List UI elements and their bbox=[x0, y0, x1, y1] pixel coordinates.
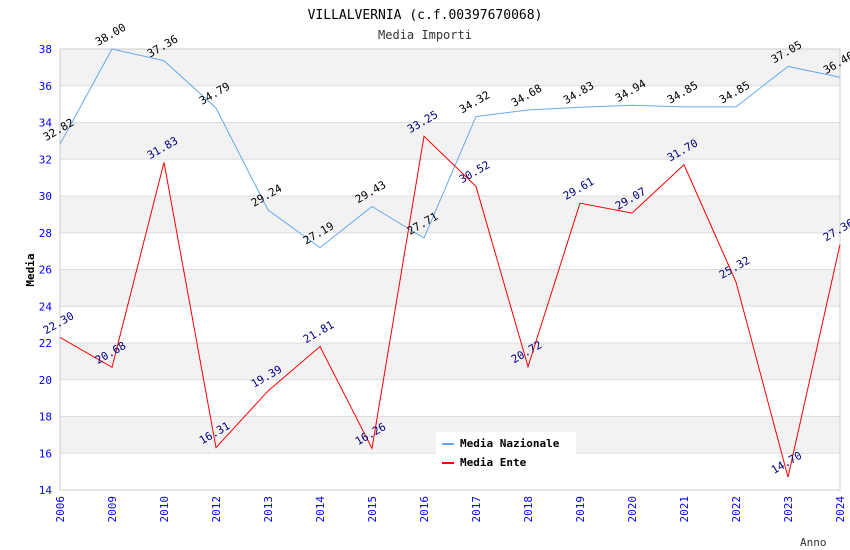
chart-subtitle: Media Importi bbox=[378, 28, 472, 42]
x-tick-label: 2021 bbox=[678, 496, 691, 523]
x-tick-label: 2019 bbox=[574, 496, 587, 523]
x-tick-label: 2023 bbox=[782, 496, 795, 523]
series-line-1 bbox=[59, 135, 841, 478]
grid-band bbox=[60, 196, 840, 233]
legend-label-nazionale: Media Nazionale bbox=[460, 437, 560, 450]
x-tick-label: 2022 bbox=[730, 496, 743, 523]
y-tick-label: 14 bbox=[39, 484, 53, 497]
x-tick-label: 2014 bbox=[314, 496, 327, 523]
x-axis-label: Anno bbox=[800, 536, 827, 549]
y-tick-label: 24 bbox=[39, 300, 53, 313]
grid-band bbox=[60, 122, 840, 160]
x-tick-label: 2006 bbox=[54, 496, 67, 523]
x-tick-label: 2013 bbox=[262, 496, 275, 523]
data-label: 38.00 bbox=[93, 21, 128, 49]
y-tick-label: 16 bbox=[39, 447, 52, 460]
data-label: 22.30 bbox=[41, 309, 76, 337]
data-label: 21.81 bbox=[301, 318, 336, 346]
y-tick-label: 36 bbox=[39, 80, 52, 93]
y-tick-label: 38 bbox=[39, 43, 52, 56]
x-tick-label: 2017 bbox=[470, 496, 483, 523]
x-tick-label: 2018 bbox=[522, 496, 535, 523]
y-axis-label: Media bbox=[24, 253, 37, 286]
y-tick-label: 30 bbox=[39, 190, 52, 203]
plot-border bbox=[59, 48, 841, 491]
y-tick-label: 20 bbox=[39, 374, 52, 387]
chart-title: VILLALVERNIA (c.f.00397670068) bbox=[308, 8, 543, 23]
series-line-0 bbox=[59, 48, 841, 249]
data-label: 34.32 bbox=[457, 88, 492, 116]
legend-label-ente: Media Ente bbox=[460, 456, 527, 469]
x-tick-label: 2015 bbox=[366, 496, 379, 523]
y-tick-label: 26 bbox=[39, 264, 52, 277]
y-tick-label: 18 bbox=[39, 411, 52, 424]
grid-band bbox=[60, 343, 840, 380]
legend: Media Nazionale Media Ente bbox=[436, 432, 576, 472]
y-tick-label: 28 bbox=[39, 227, 52, 240]
x-tick-label: 2010 bbox=[158, 496, 171, 523]
x-tick-label: 2024 bbox=[834, 496, 847, 523]
grid-band bbox=[60, 269, 840, 307]
x-tick-label: 2016 bbox=[418, 496, 431, 523]
x-tick-label: 2020 bbox=[626, 496, 639, 523]
y-tick-label: 32 bbox=[39, 153, 52, 166]
y-tick-label: 34 bbox=[39, 117, 53, 130]
x-tick-label: 2009 bbox=[106, 496, 119, 523]
grid-band bbox=[60, 49, 840, 86]
y-tick-label: 22 bbox=[39, 337, 52, 350]
data-label: 30.52 bbox=[457, 158, 492, 186]
x-tick-label: 2012 bbox=[210, 496, 223, 523]
